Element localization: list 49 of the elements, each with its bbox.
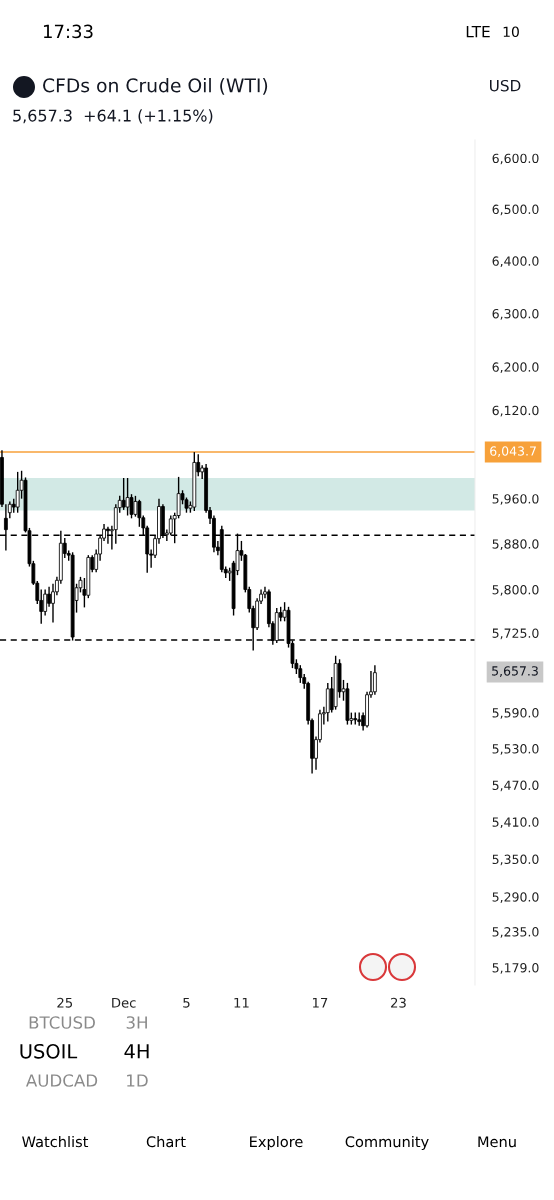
y-tick-label: 6,300.0: [492, 308, 539, 320]
text: 5,657.3: [492, 666, 538, 677]
text: BTCUSD: [29, 1016, 95, 1029]
x-tick-label: 23: [391, 997, 406, 1008]
y-tick-label: 6,600.0: [492, 153, 539, 165]
candlestick: [357, 711, 362, 727]
text: USOIL: [20, 1043, 78, 1059]
text: Chart: [146, 1135, 186, 1148]
text: Menu: [478, 1136, 516, 1148]
candlestick: [47, 585, 51, 608]
text: AUDCAD: [25, 1074, 98, 1087]
x-tick-label: 5: [183, 997, 190, 1008]
candlestick: [125, 477, 130, 517]
x-tick-label: 17: [312, 997, 328, 1008]
chart-title: CFDs on Crude Oil (WTI): [43, 77, 268, 95]
y-tick-label: 6,400.0: [492, 256, 539, 268]
y-tick-label: 5,290.0: [492, 892, 539, 903]
text: 3H: [126, 1016, 147, 1029]
text: 4H: [124, 1044, 149, 1059]
x-tick-label: 11: [234, 997, 249, 1008]
text: LTE: [466, 26, 490, 38]
ref-line-label: 6,043.7: [490, 446, 536, 458]
y-tick-label: 5,800.0: [492, 584, 539, 596]
y-tick-label: 6,500.0: [492, 204, 539, 216]
y-tick-label: 6,120.0: [492, 405, 539, 417]
text: 10: [503, 26, 519, 38]
candlestick: [133, 495, 138, 518]
y-tick-label: 5,410.0: [492, 817, 539, 829]
x-tick-label: 25: [57, 997, 73, 1008]
candlestick: [373, 664, 377, 696]
y-tick-label: 6,200.0: [492, 362, 539, 374]
text: Explore: [250, 1135, 303, 1151]
text: USD: [490, 79, 521, 92]
y-tick-label: 5,350.0: [492, 854, 539, 866]
text: Watchlist: [22, 1135, 89, 1148]
y-tick-label: 5,960.0: [492, 494, 539, 505]
candlestick: [137, 499, 142, 528]
y-tick-label: 5,470.0: [492, 780, 539, 792]
x-tick-label: Dec: [112, 997, 136, 1008]
y-tick-label: 5,179.0: [492, 963, 539, 974]
y-tick-label: 5,235.0: [492, 927, 539, 938]
y-tick-label: 5,530.0: [492, 744, 539, 755]
chart-subtitle: 5,657.3 +64.1 (+1.15%): [13, 109, 213, 124]
y-tick-label: 5,880.0: [492, 539, 539, 550]
y-tick-label: 5,590.0: [492, 708, 539, 719]
y-tick-label: 5,725.0: [492, 628, 539, 640]
text: 17:33: [43, 24, 93, 39]
text: Community: [345, 1135, 429, 1151]
text: 1D: [127, 1074, 148, 1087]
